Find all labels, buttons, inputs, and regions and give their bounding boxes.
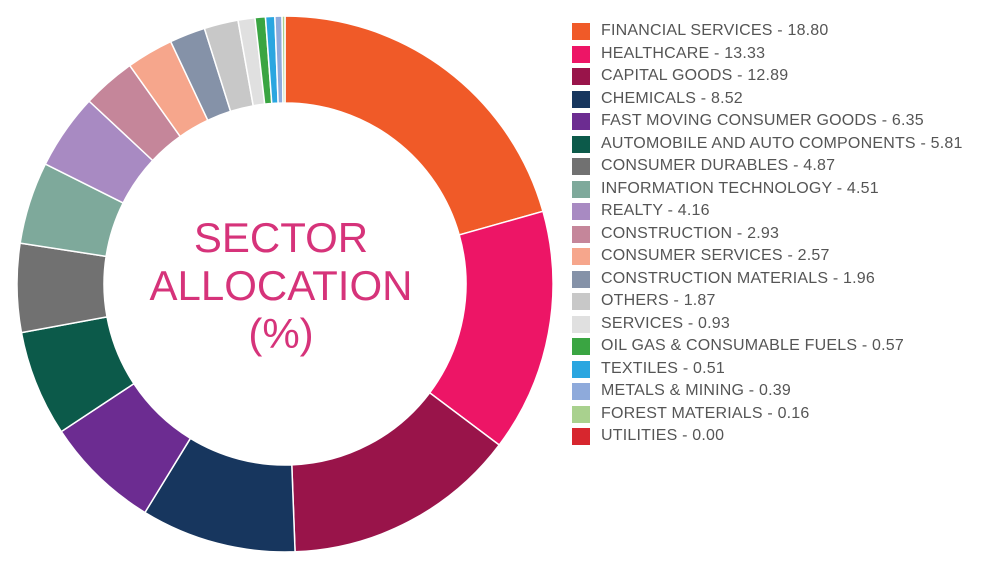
legend-label-12: OTHERS - 1.87 <box>601 292 716 309</box>
legend-swatch-18 <box>572 428 590 445</box>
legend-item-12: OTHERS - 1.87 <box>572 290 977 313</box>
chart-title-line-1: SECTOR <box>193 214 369 261</box>
legend-item-13: SERVICES - 0.93 <box>572 313 977 336</box>
legend-swatch-17 <box>572 405 590 423</box>
legend-label-0: FINANCIAL SERVICES - 18.80 <box>601 22 829 39</box>
donut-slice-0 <box>284 15 544 236</box>
legend-item-16: METALS & MINING - 0.39 <box>572 380 977 403</box>
legend-item-4: FAST MOVING CONSUMER GOODS - 6.35 <box>572 110 977 133</box>
legend-item-1: HEALTHCARE - 13.33 <box>572 43 977 66</box>
legend-item-15: TEXTILES - 0.51 <box>572 358 977 381</box>
donut-slice-17 <box>281 15 286 104</box>
legend-label-15: TEXTILES - 0.51 <box>601 359 725 377</box>
legend-swatch-3 <box>572 90 590 108</box>
legend-swatch-7 <box>572 180 590 198</box>
legend-swatch-16 <box>572 383 590 400</box>
legend-swatch-11 <box>572 270 590 288</box>
legend-swatch-13 <box>572 315 590 333</box>
legend-item-7: INFORMATION TECHNOLOGY - 4.51 <box>572 178 977 201</box>
legend-item-11: CONSTRUCTION MATERIALS - 1.96 <box>572 268 977 291</box>
legend-label-2: CAPITAL GOODS - 12.89 <box>601 67 789 84</box>
legend-item-8: REALTY - 4.16 <box>572 200 977 223</box>
legend-item-2: CAPITAL GOODS - 12.89 <box>572 65 977 88</box>
legend-label-7: INFORMATION TECHNOLOGY - 4.51 <box>601 179 879 197</box>
legend-label-5: AUTOMOBILE AND AUTO COMPONENTS - 5.81 <box>601 134 963 152</box>
legend-label-11: CONSTRUCTION MATERIALS - 1.96 <box>601 269 875 287</box>
legend-swatch-6 <box>572 158 590 175</box>
legend-swatch-12 <box>572 293 590 310</box>
chart-title: SECTOR ALLOCATION (%) <box>131 214 431 358</box>
legend-swatch-15 <box>572 360 590 378</box>
legend-label-9: CONSTRUCTION - 2.93 <box>601 224 780 242</box>
donut-slice-6 <box>16 242 108 334</box>
legend-label-1: HEALTHCARE - 13.33 <box>601 44 766 62</box>
legend-swatch-2 <box>572 68 590 85</box>
legend-label-8: REALTY - 4.16 <box>601 202 710 219</box>
donut-slices <box>16 15 554 553</box>
legend-label-13: SERVICES - 0.93 <box>601 314 730 332</box>
legend-label-16: METALS & MINING - 0.39 <box>601 382 791 399</box>
legend-label-10: CONSUMER SERVICES - 2.57 <box>601 247 830 264</box>
legend-swatch-8 <box>572 203 590 220</box>
legend-label-6: CONSUMER DURABLES - 4.87 <box>601 157 836 174</box>
legend-label-17: FOREST MATERIALS - 0.16 <box>601 404 810 422</box>
legend-swatch-14 <box>572 338 590 355</box>
legend-swatch-5 <box>572 135 590 153</box>
legend-label-18: UTILITIES - 0.00 <box>601 427 725 444</box>
legend-swatch-4 <box>572 113 590 130</box>
legend-item-18: UTILITIES - 0.00 <box>572 425 977 448</box>
legend-swatch-10 <box>572 248 590 265</box>
legend-item-5: AUTOMOBILE AND AUTO COMPONENTS - 5.81 <box>572 133 977 156</box>
legend-item-10: CONSUMER SERVICES - 2.57 <box>572 245 977 268</box>
legend-item-6: CONSUMER DURABLES - 4.87 <box>572 155 977 178</box>
legend-item-14: OIL GAS & CONSUMABLE FUELS - 0.57 <box>572 335 977 358</box>
legend-swatch-0 <box>572 23 590 40</box>
chart-title-line-3: (%) <box>248 310 314 357</box>
legend-label-14: OIL GAS & CONSUMABLE FUELS - 0.57 <box>601 337 904 354</box>
chart-title-line-2: ALLOCATION <box>149 262 413 309</box>
legend-swatch-9 <box>572 225 590 243</box>
legend-item-9: CONSTRUCTION - 2.93 <box>572 223 977 246</box>
legend-label-3: CHEMICALS - 8.52 <box>601 89 743 107</box>
legend-item-0: FINANCIAL SERVICES - 18.80 <box>572 20 977 43</box>
legend-label-4: FAST MOVING CONSUMER GOODS - 6.35 <box>601 112 924 129</box>
chart-legend: FINANCIAL SERVICES - 18.80 HEALTHCARE - 1… <box>572 20 977 448</box>
legend-swatch-1 <box>572 45 590 63</box>
legend-item-3: CHEMICALS - 8.52 <box>572 88 977 111</box>
legend-item-17: FOREST MATERIALS - 0.16 <box>572 403 977 426</box>
